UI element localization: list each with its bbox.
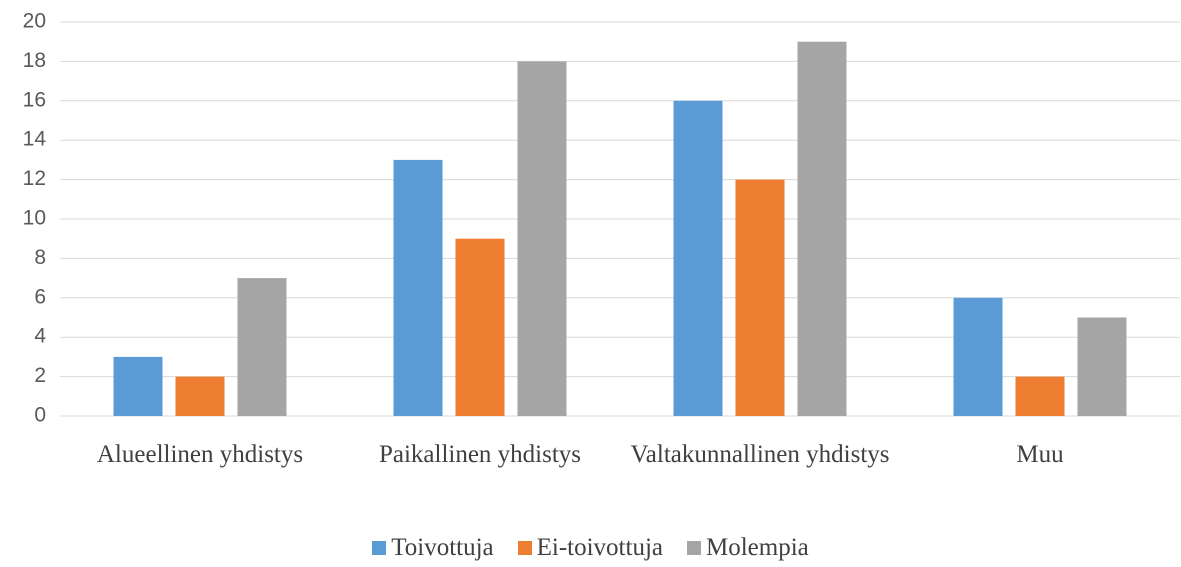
y-tick-label: 14	[23, 128, 47, 151]
legend-label: Molempia	[706, 534, 809, 561]
y-tick-label: 16	[23, 88, 46, 111]
legend-swatch	[517, 541, 532, 555]
x-tick-label: Paikallinen yhdistys	[378, 441, 582, 468]
bar	[517, 61, 567, 417]
bar	[113, 356, 163, 416]
y-tick-label: 10	[23, 207, 46, 230]
bar	[1015, 376, 1065, 416]
bar	[175, 376, 225, 416]
bar	[797, 41, 847, 416]
legend: Toivottuja Ei-toivottuja Molempia	[0, 534, 1181, 562]
bar	[455, 238, 505, 416]
bar	[393, 159, 443, 416]
y-tick-label: 12	[23, 167, 46, 190]
y-tick-label: 0	[34, 404, 46, 427]
bar	[237, 278, 287, 416]
x-tick-label: Muu	[1016, 441, 1064, 468]
y-tick-label: 8	[34, 246, 46, 269]
legend-label: Toivottuja	[391, 534, 494, 561]
legend-item: Ei-toivottuja	[517, 534, 663, 562]
y-tick-label: 18	[23, 49, 46, 72]
legend-swatch	[687, 541, 701, 555]
x-tick-label: Valtakunnallinen yhdistys	[630, 441, 890, 468]
legend-item: Molempia	[687, 534, 809, 562]
bar	[953, 297, 1003, 416]
bar	[673, 100, 723, 417]
y-tick-label: 6	[34, 285, 46, 308]
y-tick-label: 20	[23, 10, 46, 33]
y-tick-label: 2	[34, 364, 46, 387]
legend-label: Ei-toivottuja	[536, 534, 663, 561]
x-tick-label: Alueellinen yhdistys	[96, 441, 304, 468]
legend-item: Toivottuja	[372, 534, 494, 562]
y-tick-label: 4	[34, 325, 46, 348]
bar	[735, 179, 785, 416]
bar	[1077, 317, 1127, 416]
legend-swatch	[372, 541, 387, 555]
